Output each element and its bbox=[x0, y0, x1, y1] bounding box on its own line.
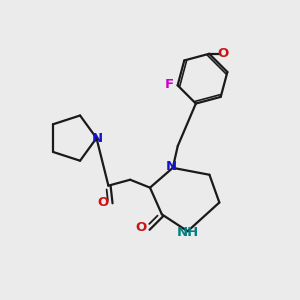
Text: N: N bbox=[92, 132, 103, 145]
Text: O: O bbox=[218, 47, 229, 60]
Text: O: O bbox=[136, 221, 147, 234]
Text: O: O bbox=[98, 196, 109, 209]
Text: F: F bbox=[165, 78, 174, 91]
Text: NH: NH bbox=[176, 226, 199, 239]
Text: N: N bbox=[166, 160, 177, 173]
